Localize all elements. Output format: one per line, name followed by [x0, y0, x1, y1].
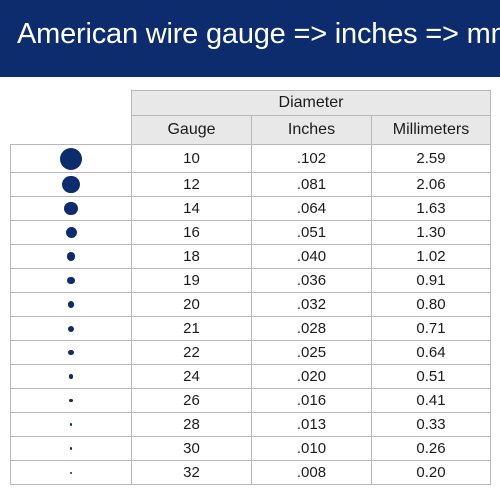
millimeters-cell: 0.41 [371, 388, 491, 413]
wire-size-dot-icon [66, 252, 76, 261]
millimeters-cell: 1.63 [371, 196, 491, 221]
wire-size-cell [10, 144, 132, 173]
wire-size-dot-icon [69, 423, 73, 426]
wire-size-cell [10, 220, 132, 245]
gauge-cell: 12 [131, 172, 252, 197]
title-banner: American wire gauge => inches => mm [0, 0, 500, 77]
column-header-inches: Inches [251, 115, 372, 145]
wire-size-dot-icon [64, 201, 78, 216]
diameter-group-header: Diameter [131, 90, 491, 116]
gauge-cell: 16 [131, 220, 252, 245]
gauge-cell: 20 [131, 292, 252, 317]
wire-size-cell [10, 172, 132, 197]
wire-size-cell [10, 460, 132, 485]
inches-cell: .025 [251, 340, 372, 365]
gauge-cell: 30 [131, 436, 252, 461]
inches-cell: .040 [251, 244, 372, 269]
gauge-cell: 18 [131, 244, 252, 269]
gauge-cell: 19 [131, 268, 252, 293]
table-row: 26.016 0.41 [10, 388, 491, 413]
gauge-cell: 22 [131, 340, 252, 365]
millimeters-cell: 2.59 [371, 144, 491, 173]
inches-cell: .008 [251, 460, 372, 485]
table-row: 28.013 0.33 [10, 412, 491, 437]
inches-cell: .036 [251, 268, 372, 293]
inches-cell: .051 [251, 220, 372, 245]
wire-size-dot-icon [69, 447, 73, 450]
wire-size-dot-icon [67, 276, 75, 285]
gauge-cell: 14 [131, 196, 252, 221]
inches-cell: .064 [251, 196, 372, 221]
column-header-millimeters: Millimeters [371, 115, 491, 145]
wire-size-cell [10, 244, 132, 269]
millimeters-cell: 1.02 [371, 244, 491, 269]
table-row: 12.081 2.06 [10, 172, 491, 197]
inches-cell: .010 [251, 436, 372, 461]
inches-cell: .028 [251, 316, 372, 341]
inches-cell: .102 [251, 144, 372, 173]
wire-size-cell [10, 436, 132, 461]
wire-size-cell [10, 292, 132, 317]
millimeters-cell: 0.80 [371, 292, 491, 317]
column-header-gauge: Gauge [131, 115, 252, 145]
wire-size-cell [10, 196, 132, 221]
inches-cell: .020 [251, 364, 372, 389]
wire-gauge-table: Diameter Gauge Inches Millimeters 10.102… [10, 90, 491, 485]
table-row: 21.028 0.71 [10, 316, 491, 341]
wire-size-cell [10, 388, 132, 413]
gauge-cell: 21 [131, 316, 252, 341]
table-row: 20.032 0.80 [10, 292, 491, 317]
wire-size-cell [10, 268, 132, 293]
wire-size-dot-icon [68, 374, 74, 379]
wire-size-dot-icon [69, 398, 73, 403]
gauge-cell: 28 [131, 412, 252, 437]
wire-size-dot-icon [68, 349, 74, 356]
wire-size-cell [10, 364, 132, 389]
millimeters-cell: 0.20 [371, 460, 491, 485]
table-row: 19.036 0.91 [10, 268, 491, 293]
inches-cell: .032 [251, 292, 372, 317]
millimeters-cell: 0.51 [371, 364, 491, 389]
gauge-cell: 24 [131, 364, 252, 389]
wire-size-dot-icon [68, 325, 74, 332]
table-row: 18.040 1.02 [10, 244, 491, 269]
table-row: 30.010 0.26 [10, 436, 491, 461]
wire-size-dot-icon [60, 147, 82, 170]
millimeters-cell: 2.06 [371, 172, 491, 197]
table-row: 10.102 2.59 [10, 144, 491, 173]
header-blank-cell [10, 90, 132, 145]
inches-cell: .013 [251, 412, 372, 437]
table-row: 16.051 1.30 [10, 220, 491, 245]
gauge-cell: 32 [131, 460, 252, 485]
millimeters-cell: 0.91 [371, 268, 491, 293]
table-row: 14.064 1.63 [10, 196, 491, 221]
wire-size-dot-icon [65, 227, 77, 239]
wire-size-cell [10, 340, 132, 365]
table-row: 24.020 0.51 [10, 364, 491, 389]
millimeters-cell: 0.26 [371, 436, 491, 461]
gauge-cell: 26 [131, 388, 252, 413]
wire-size-dot-icon [70, 471, 72, 474]
millimeters-cell: 1.30 [371, 220, 491, 245]
millimeters-cell: 0.33 [371, 412, 491, 437]
wire-size-dot-icon [62, 175, 80, 194]
wire-size-cell [10, 412, 132, 437]
millimeters-cell: 0.64 [371, 340, 491, 365]
header-row-group: Diameter [10, 90, 491, 145]
page-title: American wire gauge => inches => mm [17, 18, 500, 50]
wire-size-cell [10, 316, 132, 341]
header-row-columns: Gauge Inches Millimeters [11, 115, 491, 145]
table-row: 32.008 0.20 [10, 460, 491, 485]
inches-cell: .081 [251, 172, 372, 197]
wire-size-dot-icon [67, 301, 75, 308]
inches-cell: .016 [251, 388, 372, 413]
millimeters-cell: 0.71 [371, 316, 491, 341]
table-row: 22.025 0.64 [10, 340, 491, 365]
gauge-cell: 10 [131, 144, 252, 173]
